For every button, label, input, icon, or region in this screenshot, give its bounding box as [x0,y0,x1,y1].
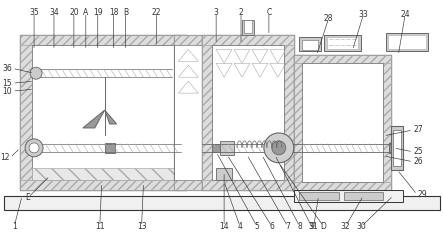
Bar [294,63,302,182]
Bar [294,190,403,201]
Text: 34: 34 [49,8,59,17]
Bar [388,35,426,49]
Text: D: D [321,222,326,231]
Bar [202,180,294,190]
Text: 32: 32 [341,222,350,231]
Bar [244,20,252,33]
Text: 35: 35 [29,8,39,17]
Bar [386,33,428,51]
Text: 24: 24 [400,10,410,19]
Text: 14: 14 [219,222,229,231]
Bar [383,63,391,182]
Text: 29: 29 [417,190,427,199]
Text: 36: 36 [2,64,12,73]
Bar [389,143,397,153]
Bar [302,63,383,182]
Text: 10: 10 [3,87,12,96]
Bar [212,144,220,152]
Bar [220,141,234,155]
Bar [32,168,175,180]
Bar [294,182,391,190]
Text: 13: 13 [137,222,146,231]
Text: 5: 5 [255,222,260,231]
Bar [299,192,338,200]
Bar [175,180,202,190]
Circle shape [264,133,294,163]
Polygon shape [83,110,105,128]
Text: 28: 28 [324,14,333,23]
Text: 2: 2 [239,8,243,17]
Text: A: A [83,8,89,17]
Bar [20,180,187,190]
Bar [202,35,294,190]
Text: 6: 6 [269,222,274,231]
Circle shape [272,141,286,155]
Bar [212,45,284,180]
Text: 9: 9 [309,222,314,231]
Bar [294,55,391,63]
Bar [299,37,321,51]
Text: 26: 26 [413,157,423,166]
Bar [175,35,202,45]
Bar [393,130,401,166]
Polygon shape [105,110,117,124]
Bar [343,192,383,200]
Text: 19: 19 [93,8,103,17]
Text: 11: 11 [95,222,105,231]
Text: 18: 18 [109,8,118,17]
Bar [326,37,358,49]
Bar [202,35,294,45]
Bar [323,35,361,51]
Text: 12: 12 [1,153,10,162]
Bar [216,168,232,180]
Bar [242,20,254,35]
Text: 25: 25 [413,147,423,156]
Bar [105,143,115,153]
Text: 3: 3 [214,8,218,17]
Text: E: E [26,193,31,202]
Circle shape [30,67,42,79]
Text: 4: 4 [237,222,242,231]
Bar [294,55,391,190]
Text: 31: 31 [309,222,319,231]
Bar [175,35,202,190]
Bar [175,45,202,180]
Bar [20,35,187,190]
Bar [202,45,212,180]
Text: 22: 22 [152,8,161,17]
Text: C: C [266,8,272,17]
Text: B: B [123,8,128,17]
Text: 8: 8 [297,222,302,231]
Bar [175,45,187,180]
Text: 30: 30 [357,222,366,231]
Bar [32,45,175,180]
Circle shape [25,139,43,157]
Circle shape [29,143,39,153]
Bar [4,196,440,209]
Bar [391,126,403,170]
Text: 33: 33 [358,10,368,19]
Text: 1: 1 [12,222,16,231]
Text: 15: 15 [3,79,12,88]
Bar [20,35,187,45]
Bar [302,40,318,50]
Text: 20: 20 [69,8,79,17]
Bar [20,45,32,180]
Text: 7: 7 [285,222,290,231]
Text: 27: 27 [413,126,423,134]
Bar [284,45,294,180]
